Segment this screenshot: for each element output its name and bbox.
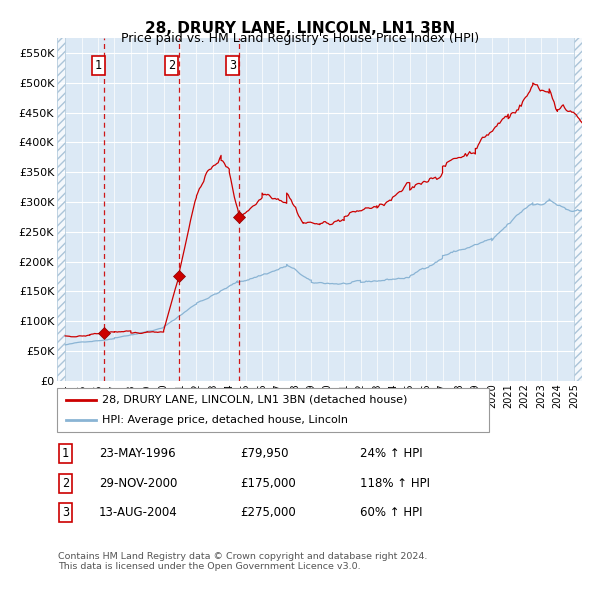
Text: 1: 1: [94, 58, 101, 71]
Text: Contains HM Land Registry data © Crown copyright and database right 2024.
This d: Contains HM Land Registry data © Crown c…: [58, 552, 428, 571]
Text: 28, DRURY LANE, LINCOLN, LN1 3BN (detached house): 28, DRURY LANE, LINCOLN, LN1 3BN (detach…: [103, 395, 408, 405]
Text: Price paid vs. HM Land Registry's House Price Index (HPI): Price paid vs. HM Land Registry's House …: [121, 32, 479, 45]
Text: 3: 3: [62, 506, 69, 519]
Text: 60% ↑ HPI: 60% ↑ HPI: [360, 506, 422, 519]
Text: £175,000: £175,000: [240, 477, 296, 490]
Text: 29-NOV-2000: 29-NOV-2000: [99, 477, 178, 490]
Text: 2: 2: [62, 477, 69, 490]
Text: 1: 1: [62, 447, 69, 460]
Bar: [574, 35, 582, 381]
Text: 118% ↑ HPI: 118% ↑ HPI: [360, 477, 430, 490]
Text: 2: 2: [168, 58, 175, 71]
Text: 23-MAY-1996: 23-MAY-1996: [99, 447, 176, 460]
Bar: [57, 35, 65, 381]
Text: HPI: Average price, detached house, Lincoln: HPI: Average price, detached house, Linc…: [103, 415, 349, 425]
Bar: [57, 35, 65, 381]
Text: 28, DRURY LANE, LINCOLN, LN1 3BN: 28, DRURY LANE, LINCOLN, LN1 3BN: [145, 21, 455, 35]
Text: £275,000: £275,000: [240, 506, 296, 519]
Text: 24% ↑ HPI: 24% ↑ HPI: [360, 447, 422, 460]
Text: £79,950: £79,950: [240, 447, 289, 460]
Text: 3: 3: [229, 58, 236, 71]
Text: 13-AUG-2004: 13-AUG-2004: [99, 506, 178, 519]
Bar: [574, 35, 582, 381]
